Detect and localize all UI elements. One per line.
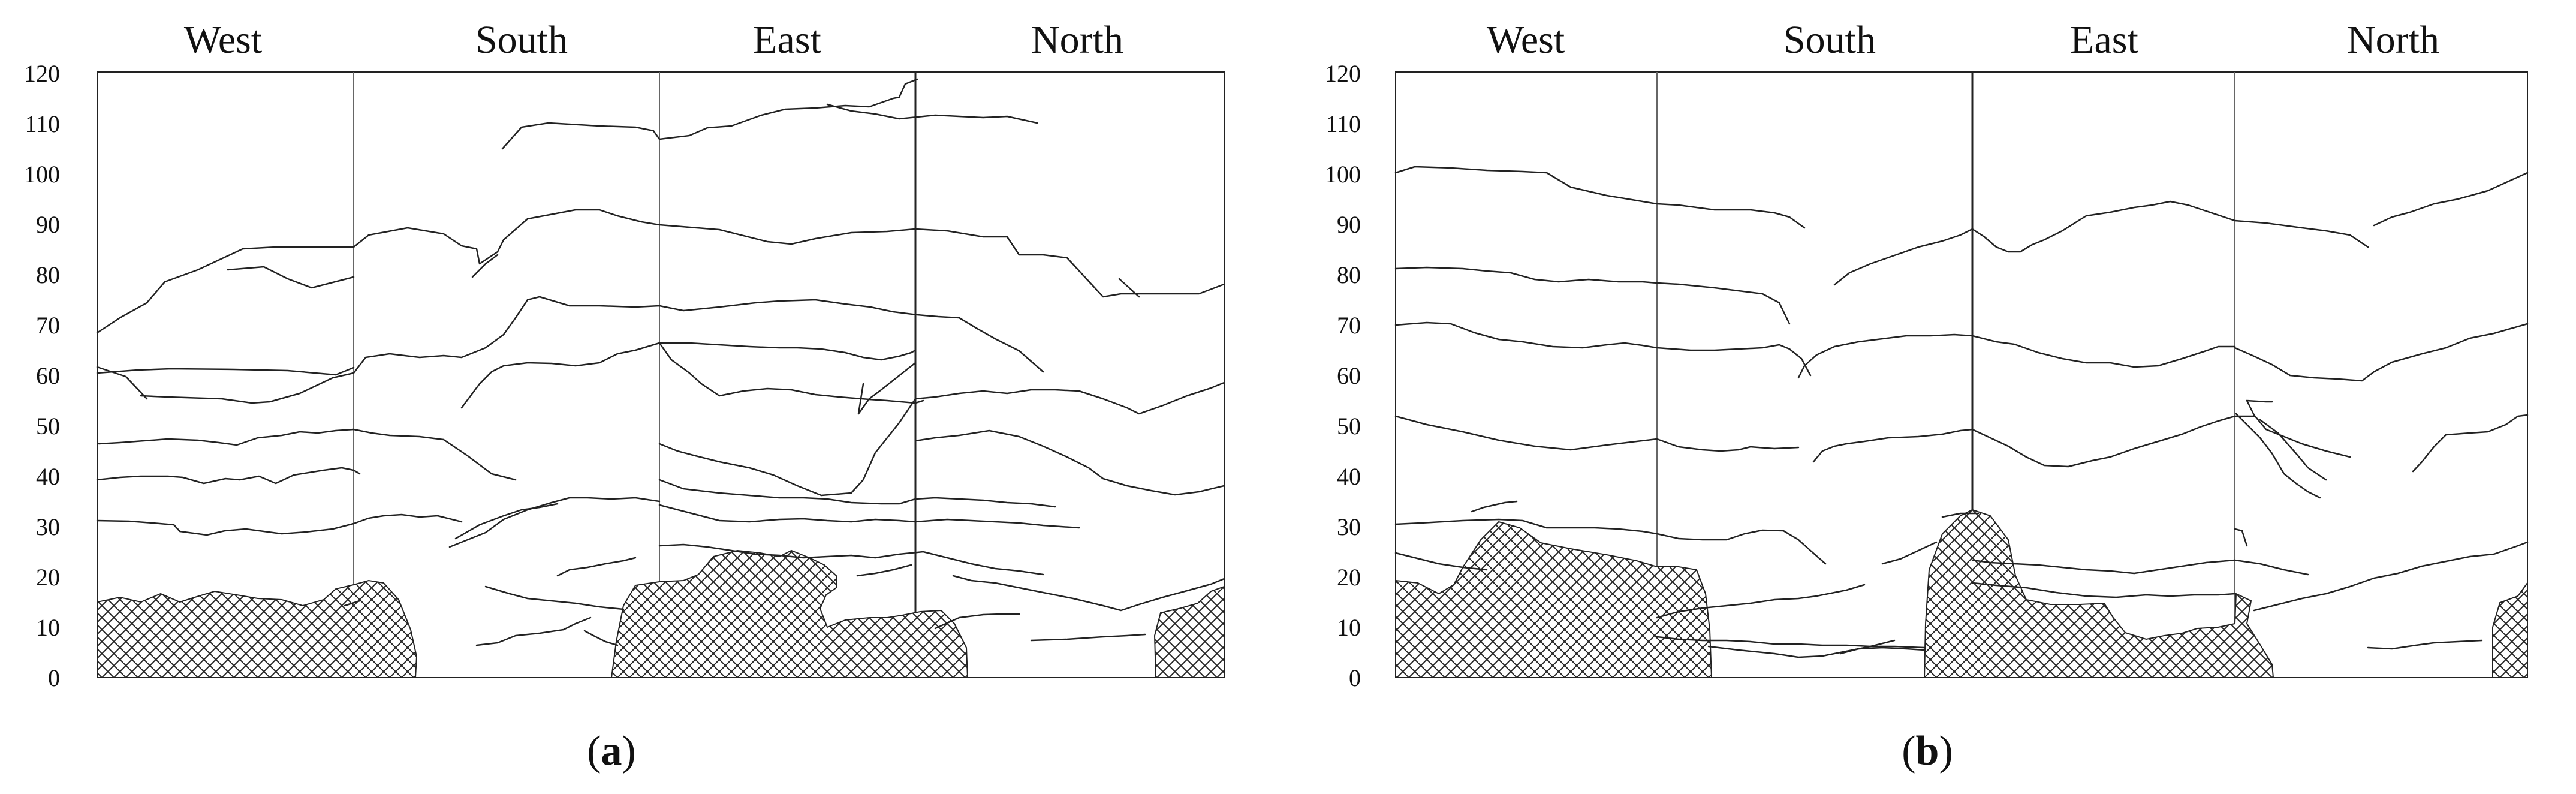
panel-a-ytick: 120 xyxy=(24,60,60,87)
panel-b-direction-east: East xyxy=(2070,18,2138,62)
panel-b-hatch-west xyxy=(1395,521,1713,678)
panel-b-label: (b) xyxy=(1902,728,1953,774)
panel-a-ytick: 50 xyxy=(36,413,60,440)
panel-b-ytick: 70 xyxy=(1337,312,1361,339)
panel-b-ytick: 60 xyxy=(1337,362,1361,389)
panel-a-ytick: 80 xyxy=(36,261,60,288)
panel-a-ytick: 30 xyxy=(36,513,60,540)
panel-a-ytick: 70 xyxy=(36,312,60,339)
panel-b-y-axis: 0 10 20 30 40 50 60 70 80 90 100 110 120 xyxy=(1325,60,1361,691)
panel-b-ytick: 0 xyxy=(1349,664,1361,691)
panel-b-direction-north: North xyxy=(2347,18,2439,62)
panel-b-ytick: 110 xyxy=(1325,110,1361,137)
panel-a-label-close: ) xyxy=(622,728,636,774)
panel-a-ytick: 60 xyxy=(36,362,60,389)
panel-b-ytick: 80 xyxy=(1337,261,1361,288)
panel-a-label-letter: a xyxy=(601,728,622,774)
panel-b-ytick: 100 xyxy=(1325,161,1361,188)
panel-b-ytick: 50 xyxy=(1337,413,1361,440)
panel-b-label-letter: b xyxy=(1916,728,1939,774)
panel-b-ytick: 10 xyxy=(1337,614,1361,641)
panel-a-ytick: 0 xyxy=(48,664,60,691)
panel-b-ytick: 120 xyxy=(1325,60,1361,87)
panel-a-ytick: 40 xyxy=(36,463,60,490)
panel-a-y-axis: 0 10 20 30 40 50 60 70 80 90 100 110 120 xyxy=(24,60,60,691)
panel-a-hatch-east xyxy=(610,549,969,678)
panel-a-ytick: 10 xyxy=(36,614,60,641)
panel-a-contours xyxy=(96,78,1225,646)
panel-a-ytick: 90 xyxy=(36,211,60,238)
panel-b: West South East North 0 10 20 30 40 50 6… xyxy=(1325,18,2529,774)
panel-b-direction-west: West xyxy=(1487,18,1565,62)
panel-b-label-open: ( xyxy=(1902,728,1915,774)
panel-b-ytick: 40 xyxy=(1337,463,1361,490)
panel-a-direction-south: South xyxy=(475,18,568,62)
panel-a-label: (a) xyxy=(587,728,636,774)
panel-a: West South East North 0 10 20 30 40 50 6… xyxy=(24,18,1225,774)
panel-a-hatch-north xyxy=(1153,585,1225,678)
panel-a-ytick: 100 xyxy=(24,161,60,188)
panel-a-hatched-regions xyxy=(97,549,1225,678)
panel-b-hatch-east xyxy=(1923,509,2274,678)
panel-a-ytick: 110 xyxy=(25,110,60,137)
panel-a-direction-west: West xyxy=(184,18,262,62)
panel-a-label-open: ( xyxy=(587,728,601,774)
panel-b-hatched-regions xyxy=(1395,509,2528,678)
panel-b-ytick: 90 xyxy=(1337,211,1361,238)
panel-b-direction-south: South xyxy=(1783,18,1876,62)
panel-b-ytick: 30 xyxy=(1337,513,1361,540)
panel-a-ytick: 20 xyxy=(36,564,60,591)
panel-a-direction-east: East xyxy=(753,18,821,62)
panel-b-hatch-north xyxy=(2492,581,2528,678)
panel-b-label-close: ) xyxy=(1939,728,1953,774)
panel-b-ytick: 20 xyxy=(1337,564,1361,591)
panel-a-hatch-west xyxy=(97,579,418,678)
panel-b-contours xyxy=(1394,166,2529,658)
panel-a-direction-north: North xyxy=(1031,18,1123,62)
